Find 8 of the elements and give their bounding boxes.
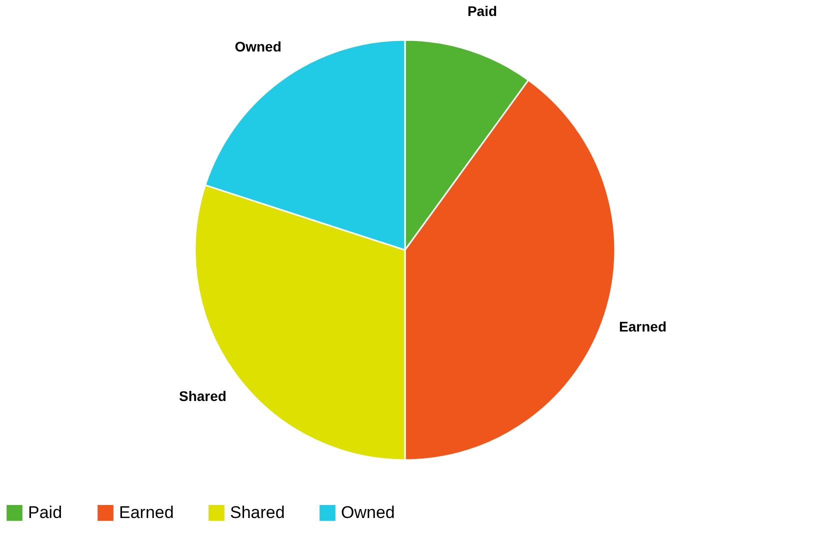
legend-label: Earned — [119, 502, 174, 522]
legend-label: Shared — [230, 502, 285, 522]
legend-label: Owned — [341, 502, 395, 522]
slice-label: Shared — [179, 388, 226, 404]
slice-label: Paid — [467, 3, 498, 20]
slice-label: Earned — [619, 318, 666, 334]
legend-label: Paid — [28, 502, 62, 522]
slice-label: Owned — [234, 38, 282, 55]
